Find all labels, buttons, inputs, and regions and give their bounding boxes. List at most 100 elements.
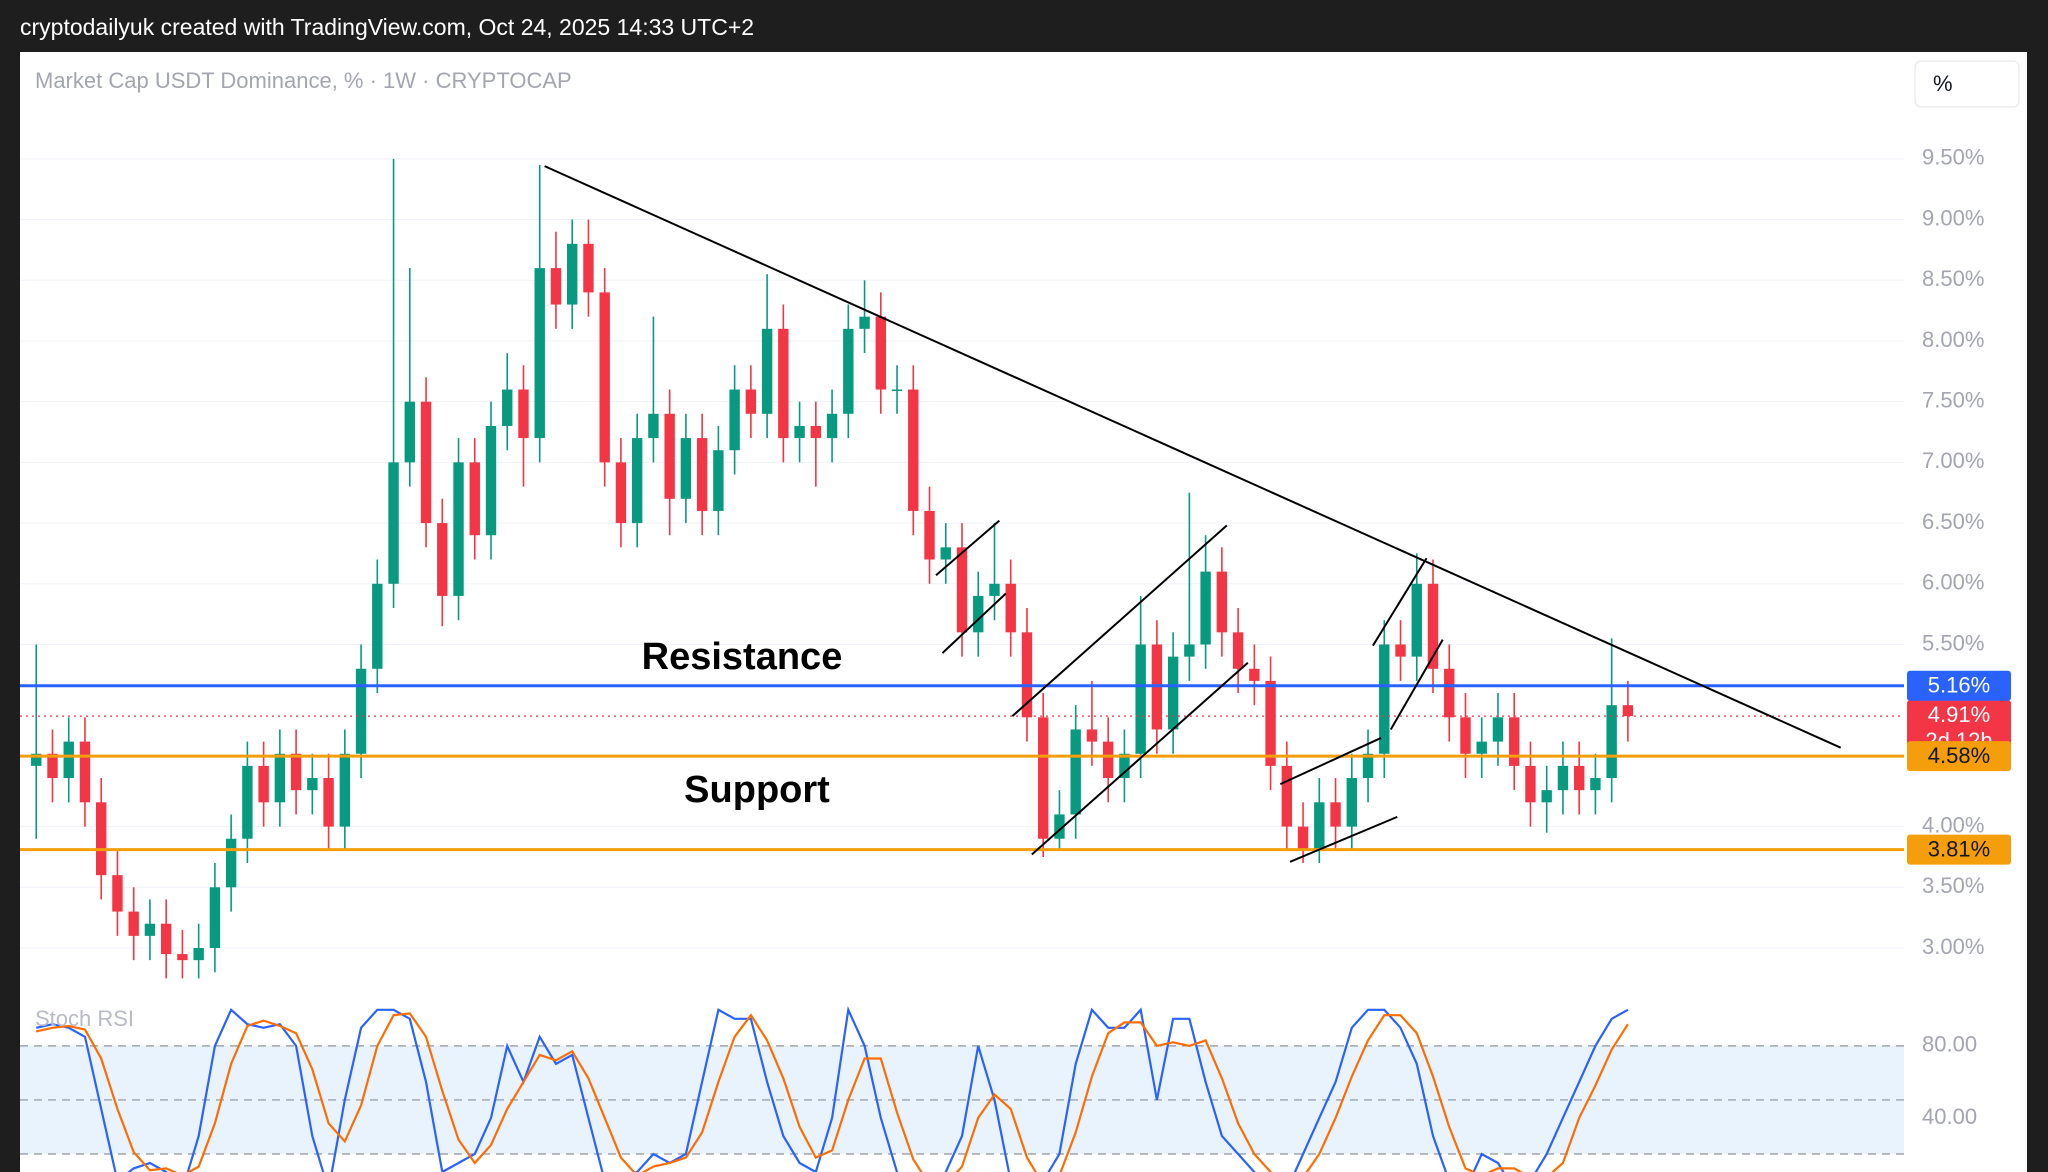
candle-body xyxy=(1622,705,1634,717)
level-label: 5.16% xyxy=(1928,673,1990,698)
indicator-title: Stoch RSI xyxy=(35,1006,134,1031)
trend-line xyxy=(1372,557,1428,647)
trend-line xyxy=(1289,815,1398,863)
candle-body xyxy=(355,668,367,754)
candle-body xyxy=(631,438,643,524)
candle-body xyxy=(1021,632,1033,718)
candle-body xyxy=(1444,668,1455,718)
candle-body xyxy=(567,243,578,305)
candle-body xyxy=(1249,668,1260,681)
candle-body xyxy=(989,583,1000,596)
scale-button-label[interactable]: % xyxy=(1933,71,1953,96)
candle-body xyxy=(1362,753,1374,779)
candle-body xyxy=(891,389,903,392)
candle-body xyxy=(550,268,562,305)
candle-body xyxy=(1460,717,1471,754)
candle-body xyxy=(1119,753,1130,779)
candle-body xyxy=(1281,765,1293,827)
level-label-box xyxy=(1907,741,2011,772)
candle-body xyxy=(453,462,464,596)
candle-body xyxy=(1557,765,1569,791)
candle-body xyxy=(664,413,675,499)
trend-line xyxy=(544,165,1842,749)
candle-body xyxy=(307,778,318,791)
candle-body xyxy=(599,292,610,463)
candle-body xyxy=(1135,644,1146,754)
trend-line xyxy=(935,519,1001,577)
candle-body xyxy=(1200,571,1211,645)
y-tick-label: 8.00% xyxy=(1922,327,1984,352)
y-tick-label: 8.50% xyxy=(1922,266,1984,291)
candle-body xyxy=(745,389,757,414)
candle-body xyxy=(1427,583,1439,669)
indicator-tick-label: 80.00 xyxy=(1922,1032,1977,1057)
candle-body xyxy=(1265,680,1276,766)
trend-line xyxy=(1031,661,1249,856)
candle-body xyxy=(1606,705,1617,779)
candle-body xyxy=(63,741,74,779)
y-tick-label: 3.00% xyxy=(1922,934,1984,959)
candle-body xyxy=(1476,741,1487,754)
indicator-line xyxy=(35,1005,1629,1172)
candle-body xyxy=(1070,729,1081,815)
candle-body xyxy=(388,462,399,584)
candle-body xyxy=(209,887,221,949)
price-axis: 3.00% 3.50% 4.00% 5.50% 6.00% 6.50% 7.00% 7.50%… xyxy=(1907,145,2011,1129)
y-tick-label: 9.50% xyxy=(1922,145,1984,170)
candle-body xyxy=(1086,729,1098,742)
candle-body xyxy=(713,450,724,511)
candle-body xyxy=(583,243,594,293)
candle-body xyxy=(956,547,968,633)
candle-body xyxy=(1509,717,1520,766)
scale-button[interactable] xyxy=(1914,60,2020,108)
candle-body xyxy=(534,268,545,439)
candle-body xyxy=(680,438,692,499)
candle-body xyxy=(1395,644,1406,657)
indicator-tick-label: 40.00 xyxy=(1922,1104,1977,1129)
level-label: 4.58% xyxy=(1928,743,1990,768)
chart-title: Market Cap USDT Dominance, % · 1W · CRYP… xyxy=(35,68,572,93)
candle-body xyxy=(79,741,91,803)
candle-body xyxy=(648,413,659,439)
candle-body xyxy=(940,547,951,560)
candle-body xyxy=(908,389,919,511)
candle-body xyxy=(177,954,188,961)
candle-body xyxy=(518,389,529,439)
header-text: cryptodailyuk created with TradingView.c… xyxy=(20,14,754,40)
y-tick-label: 6.00% xyxy=(1922,570,1984,595)
candle-body xyxy=(128,911,139,936)
candle-body xyxy=(437,523,448,596)
candle-body xyxy=(1184,644,1195,657)
y-tick-label: 3.50% xyxy=(1922,873,1984,898)
candle-body xyxy=(1330,802,1341,827)
level-label-box xyxy=(1907,834,2011,865)
y-tick-label: 5.50% xyxy=(1922,630,1984,655)
annotation: Resistance xyxy=(642,636,843,678)
candle-body xyxy=(502,389,513,426)
chart-background xyxy=(20,52,2027,1172)
candle-body xyxy=(1492,717,1504,742)
candle-body xyxy=(1297,826,1309,851)
level-label: 3.81% xyxy=(1928,836,1990,861)
candle-body xyxy=(826,413,838,439)
candle-body xyxy=(193,948,204,961)
candle-body xyxy=(372,583,383,669)
candle-body xyxy=(323,778,334,827)
indicator-line xyxy=(35,1012,1629,1172)
annotation: Support xyxy=(684,769,830,811)
candle-body xyxy=(778,328,789,439)
candle-body xyxy=(258,765,269,803)
candle-body xyxy=(47,753,58,779)
candle-body xyxy=(1102,741,1114,779)
candle-body xyxy=(31,753,42,766)
y-tick-label: 9.00% xyxy=(1922,205,1984,230)
candle-body xyxy=(859,316,870,329)
candle-body xyxy=(1232,632,1244,669)
trend-line xyxy=(1279,737,1382,786)
indicator-pane xyxy=(20,1005,1904,1172)
candle-body xyxy=(242,765,253,839)
trend-line xyxy=(941,592,1007,654)
candle-body xyxy=(404,401,415,463)
